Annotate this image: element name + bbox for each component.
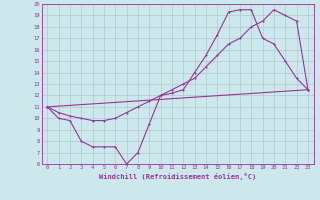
- X-axis label: Windchill (Refroidissement éolien,°C): Windchill (Refroidissement éolien,°C): [99, 173, 256, 180]
